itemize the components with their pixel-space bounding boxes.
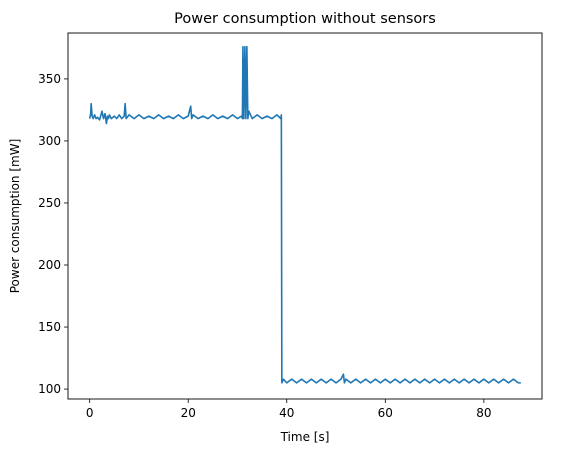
y-tick-label: 100: [38, 382, 61, 396]
x-tick-label: 0: [86, 406, 94, 420]
y-tick-label: 350: [38, 72, 61, 86]
y-axis: 100 150 200 250 300 350: [38, 72, 68, 396]
y-tick-label: 200: [38, 258, 61, 272]
x-axis: 0 20 40 60 80: [86, 399, 491, 420]
y-tick-label: 300: [38, 134, 61, 148]
power-consumption-line: [88, 45, 521, 384]
x-tick-label: 80: [476, 406, 491, 420]
x-tick-label: 40: [279, 406, 294, 420]
y-axis-label: Power consumption [mW]: [8, 139, 22, 294]
y-tick-label: 250: [38, 196, 61, 210]
plot-frame: [67, 32, 543, 400]
x-tick-label: 60: [378, 406, 393, 420]
chart-title: Power consumption without sensors: [174, 11, 436, 27]
y-tick-label: 150: [38, 320, 61, 334]
x-tick-label: 20: [181, 406, 196, 420]
x-axis-label: Time [s]: [280, 430, 330, 444]
